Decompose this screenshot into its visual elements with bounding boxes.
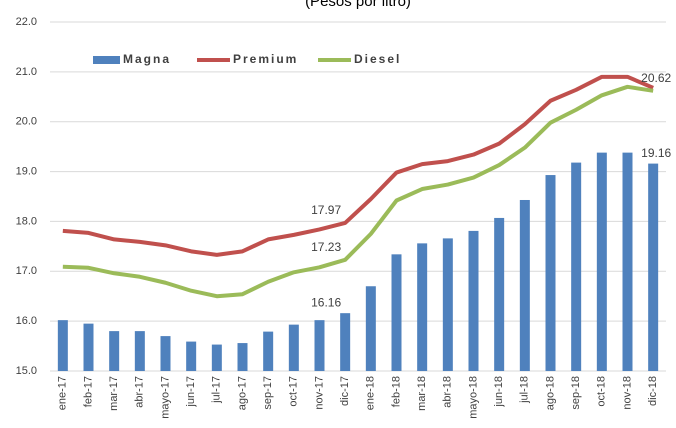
bar — [494, 217, 505, 371]
data-label: 17.23 — [311, 240, 341, 254]
x-tick-label: jun-17 — [185, 376, 197, 408]
x-tick-label: mayo-18 — [467, 376, 479, 419]
bar — [263, 331, 274, 371]
bar — [519, 199, 530, 371]
bar — [83, 323, 94, 371]
bar — [57, 320, 68, 371]
bar — [109, 331, 120, 371]
bar — [365, 286, 376, 371]
line — [62, 84, 654, 299]
data-label: 19.16 — [641, 146, 671, 160]
bar — [648, 163, 659, 371]
bar — [288, 324, 299, 371]
y-tick-label: 15.0 — [16, 365, 37, 377]
bar — [545, 175, 556, 371]
y-tick-label: 18.0 — [16, 215, 37, 227]
x-tick-label: dic-17 — [339, 376, 351, 406]
x-tick-label: ene-17 — [57, 376, 69, 410]
x-tick-label: jun-18 — [493, 376, 505, 408]
bar — [596, 152, 607, 371]
x-tick-label: jul-18 — [519, 376, 531, 404]
x-tick-label: ago-17 — [236, 376, 248, 410]
bar — [340, 313, 351, 371]
bar — [134, 331, 145, 371]
x-tick-label: nov-17 — [313, 376, 325, 410]
legend-label: Diesel — [354, 52, 401, 66]
x-tick-label: mar-17 — [108, 376, 120, 411]
bar — [211, 344, 222, 371]
x-tick-label: feb-18 — [390, 376, 402, 407]
x-tick-label: nov-18 — [621, 376, 633, 410]
data-label: 20.62 — [641, 71, 671, 85]
x-tick-label: mayo-17 — [159, 376, 171, 419]
x-tick-label: abr-17 — [134, 376, 146, 408]
line — [62, 74, 654, 257]
x-tick-label: sep-17 — [262, 376, 274, 410]
y-tick-label: 19.0 — [16, 165, 37, 177]
bar — [391, 254, 402, 371]
x-tick-label: oct-17 — [288, 376, 300, 407]
x-tick-label: mar-18 — [416, 376, 428, 411]
x-tick-label: dic-18 — [647, 376, 659, 406]
y-tick-label: 21.0 — [16, 66, 37, 78]
y-tick-label: 17.0 — [16, 265, 37, 277]
bar — [237, 343, 248, 371]
bar — [622, 152, 633, 371]
chart-title: (Pesos por litro) — [305, 0, 411, 10]
bar — [186, 341, 197, 371]
y-tick-label: 22.0 — [16, 16, 37, 28]
x-tick-label: ene-18 — [365, 376, 377, 410]
y-tick-label: 20.0 — [16, 116, 37, 128]
bar — [442, 238, 453, 371]
bar — [314, 320, 325, 371]
data-label: 16.16 — [311, 295, 341, 309]
legend-label: Magna — [123, 52, 171, 66]
legend-swatch — [93, 56, 120, 64]
y-tick-label: 16.0 — [16, 315, 37, 327]
x-tick-label: abr-18 — [442, 376, 454, 408]
bar — [468, 230, 479, 371]
bar — [160, 336, 171, 371]
x-tick-label: sep-18 — [570, 376, 582, 410]
data-label: 17.97 — [311, 203, 341, 217]
x-tick-label: oct-18 — [596, 376, 608, 407]
x-tick-label: ago-18 — [544, 376, 556, 410]
legend-label: Premium — [233, 52, 298, 66]
bar — [417, 243, 428, 371]
x-tick-label: feb-17 — [82, 376, 94, 407]
bar — [571, 162, 582, 371]
x-tick-label: jul-17 — [211, 376, 223, 404]
